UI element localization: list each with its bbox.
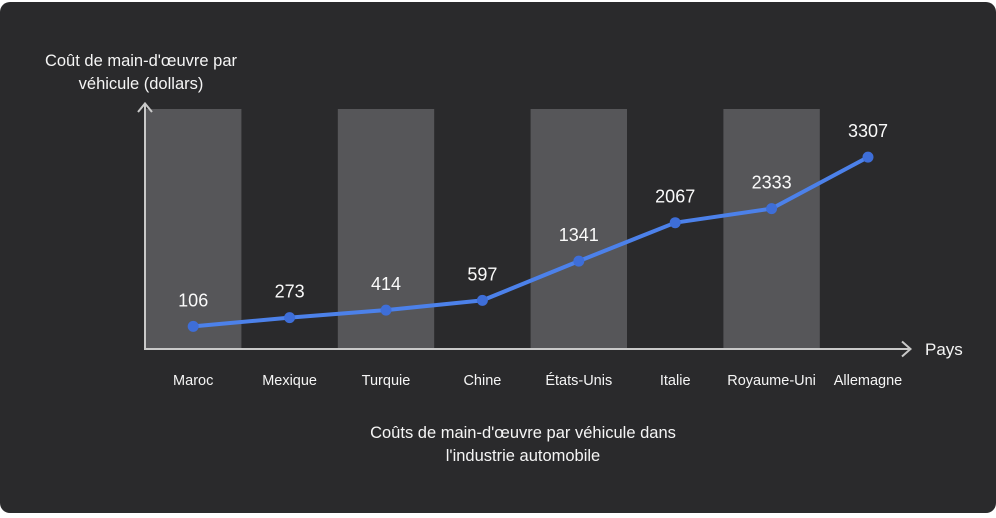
data-line (191, 155, 870, 329)
data-point-Allemagne (862, 151, 874, 163)
value-label-Chine: 597 (467, 264, 497, 284)
data-point-Italie (669, 217, 681, 229)
x-tick-label-Mexique: Mexique (262, 373, 317, 389)
category-band-Royaume-Uni (723, 109, 820, 349)
y-axis-title: Coût de main-d'œuvre par véhicule (dolla… (11, 50, 271, 96)
data-point-Turquie (380, 304, 392, 316)
value-label-Mexique: 273 (275, 282, 305, 302)
chart-title: Coûts de main-d'œuvre par véhicule dans … (200, 422, 846, 468)
x-tick-label-États-Unis: États-Unis (545, 372, 612, 389)
x-axis-line (144, 340, 913, 358)
y-axis-line (137, 101, 153, 349)
x-tick-label-Maroc: Maroc (173, 373, 213, 389)
category-band-États-Unis (530, 109, 627, 349)
value-label-États-Unis: 1341 (559, 225, 599, 245)
value-label-Italie: 2067 (655, 187, 695, 207)
data-point-Mexique (284, 312, 296, 324)
value-label-Royaume-Uni: 2333 (752, 173, 792, 193)
y-axis-title-line1: Coût de main-d'œuvre par (44, 52, 238, 70)
value-label-Maroc: 106 (178, 290, 208, 310)
x-axis-title: Pays (925, 340, 963, 359)
x-tick-label-Royaume-Uni: Royaume-Uni (727, 373, 816, 389)
chart-title-line1: Coûts de main-d'œuvre par véhicule dans (370, 424, 676, 442)
data-point-Royaume-Uni (766, 203, 778, 215)
chart-title-line2: l'industrie automobile (445, 447, 601, 465)
x-tick-label-Turquie: Turquie (362, 373, 411, 389)
value-label-Allemagne: 3307 (848, 121, 888, 141)
x-tick-label-Chine: Chine (463, 373, 501, 389)
value-label-Turquie: 414 (371, 274, 401, 294)
data-point-Chine (476, 294, 488, 306)
data-point-États-Unis (573, 255, 585, 267)
category-band-Maroc (145, 109, 242, 349)
y-axis-title-line2: véhicule (dollars) (78, 75, 204, 93)
x-tick-label-Allemagne: Allemagne (834, 373, 903, 389)
data-point-Maroc (187, 320, 199, 332)
x-tick-label-Italie: Italie (660, 373, 691, 389)
